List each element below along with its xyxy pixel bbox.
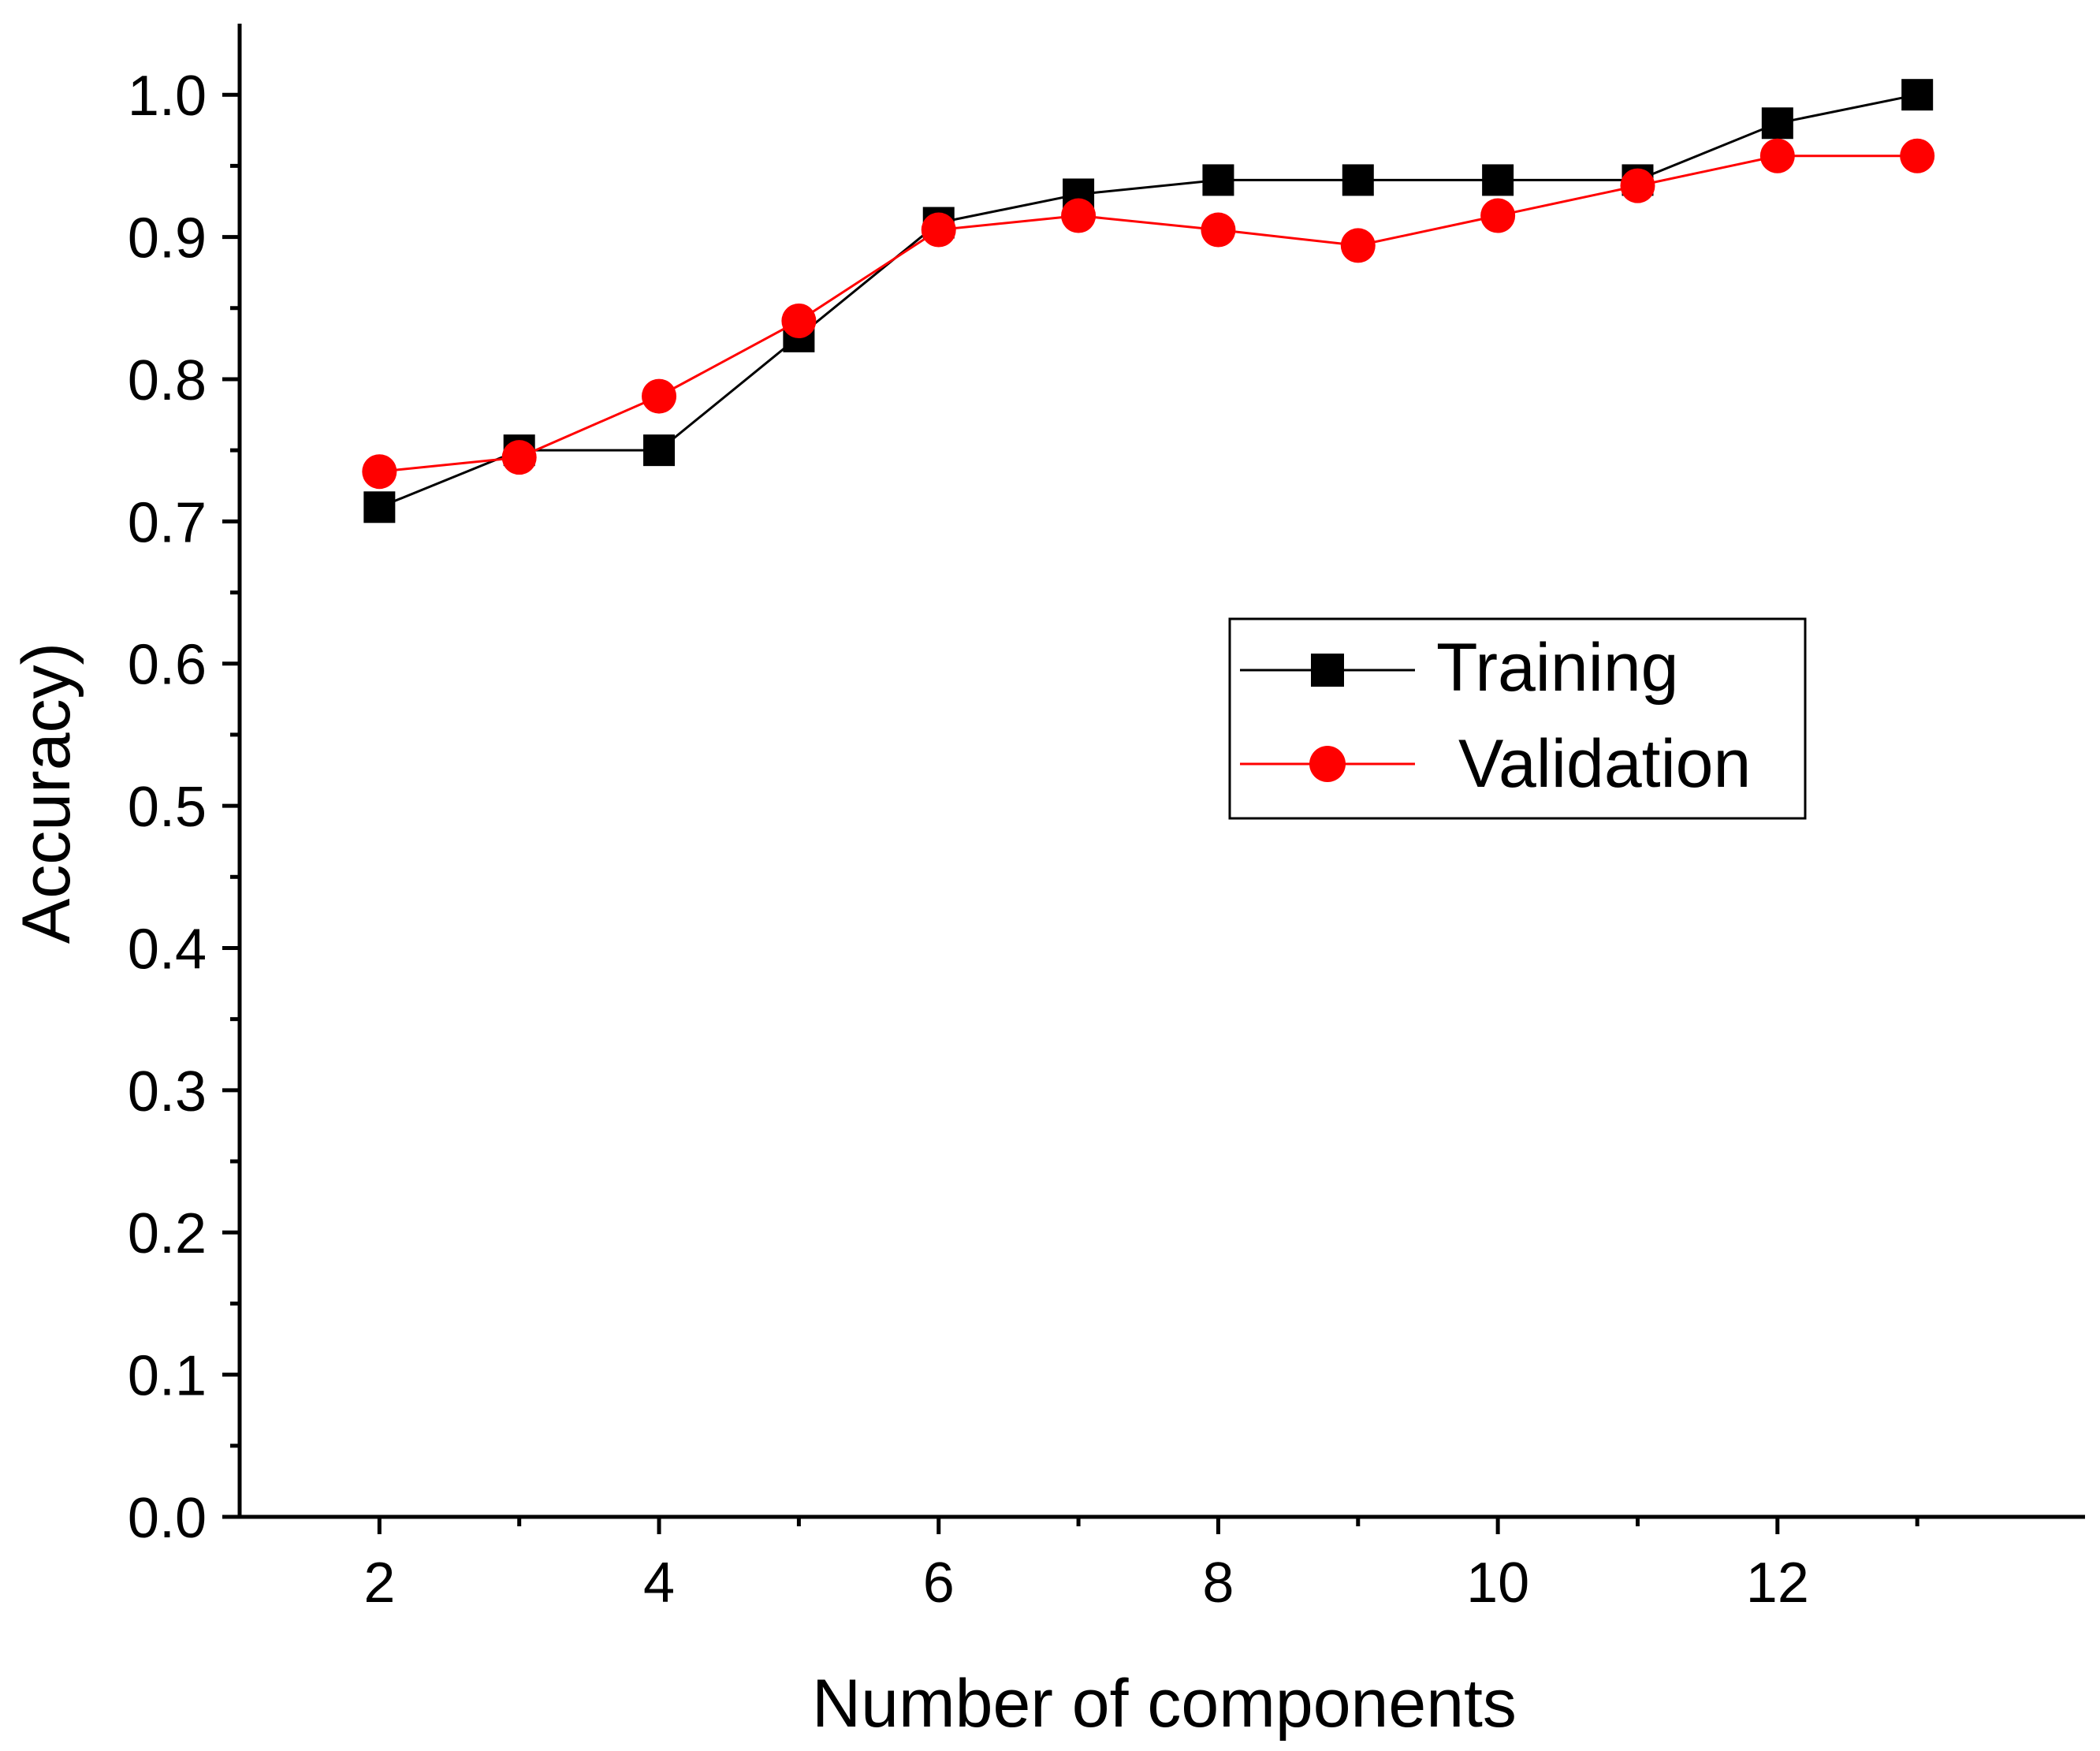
training-point (643, 434, 676, 467)
x-tick-label: 6 (923, 1552, 955, 1615)
legend-training-label: Training (1436, 630, 1679, 706)
y-tick-label: 0.6 (128, 634, 207, 697)
training-point (1202, 164, 1234, 196)
series-layer (362, 79, 1935, 523)
validation-point (1900, 138, 1935, 173)
x-tick-label: 4 (643, 1552, 675, 1615)
validation-point (642, 378, 677, 414)
legend-validation-label: Validation (1458, 726, 1751, 802)
validation-point (1480, 198, 1516, 233)
training-point (1761, 107, 1793, 140)
x-axis-title: Number of components (812, 1666, 1517, 1742)
y-tick-label: 0.1 (128, 1345, 207, 1408)
validation-point (781, 303, 817, 338)
y-tick-label: 0.9 (128, 207, 207, 270)
training-point (1901, 79, 1934, 111)
validation-line (379, 155, 1918, 473)
y-tick-label: 0.3 (128, 1060, 207, 1123)
validation-point (1340, 228, 1376, 263)
validation-point (1759, 138, 1795, 173)
axes: 0.0 0.1 0.2 0.3 0.4 0.5 0.6 0.7 0.8 0.9 1.0 2 4 6 8 10 1… (128, 24, 2085, 1615)
legend-box (1228, 617, 1807, 820)
training-point (1482, 164, 1514, 196)
legend-training-marker (1311, 654, 1344, 687)
x-tick-label: 8 (1202, 1552, 1234, 1615)
y-tick-label: 1.0 (128, 65, 207, 128)
y-tick-label: 0.2 (128, 1202, 207, 1265)
training-line (378, 93, 1918, 509)
x-tick-label: 12 (1746, 1552, 1809, 1615)
validation-point (362, 454, 397, 490)
validation-point (501, 440, 537, 475)
validation-point (1201, 212, 1236, 248)
x-tick-label: 2 (363, 1552, 395, 1615)
y-tick-label: 0.4 (128, 918, 207, 981)
y-tick-label: 0.7 (128, 491, 207, 554)
validation-point (921, 212, 956, 248)
training-point (1342, 164, 1374, 196)
validation-point (1061, 198, 1097, 233)
y-axis-title: Accuracy) (9, 643, 84, 944)
y-tick-label: 0.0 (128, 1487, 207, 1550)
legend-validation-marker (1309, 746, 1346, 782)
legend: Training Validation (1228, 617, 1807, 820)
x-tick-label: 10 (1466, 1552, 1529, 1615)
validation-point (1620, 168, 1655, 203)
y-tick-label: 0.8 (128, 349, 207, 412)
training-point (363, 491, 396, 523)
y-tick-label: 0.5 (128, 776, 207, 839)
